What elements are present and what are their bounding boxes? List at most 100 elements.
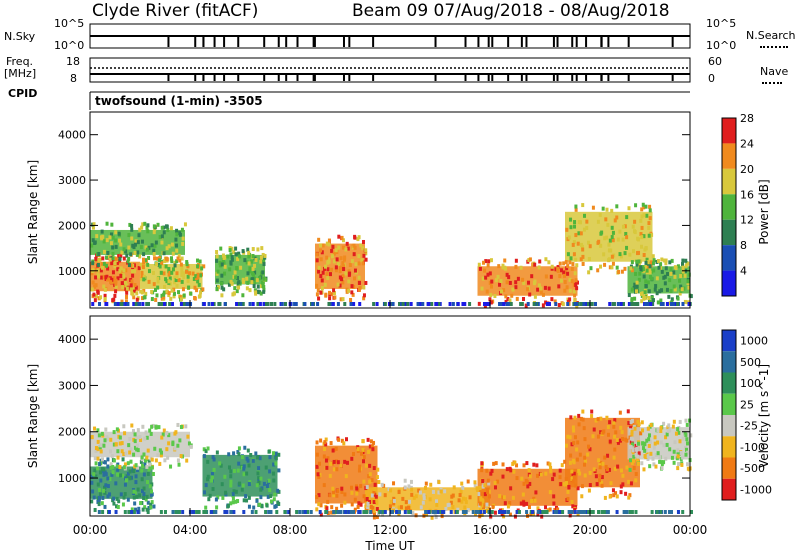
echo-cell (165, 224, 169, 229)
echo-cell (644, 265, 648, 270)
echo-cell (215, 258, 219, 263)
echo-cell (103, 297, 107, 302)
echo-cell (581, 409, 585, 414)
echo-cell (357, 510, 361, 514)
echo-cell (260, 280, 264, 285)
echo-cell (497, 264, 501, 269)
echo-cell (574, 257, 578, 262)
cpid-panel (89, 91, 690, 110)
echo-cell (547, 260, 551, 265)
echo-cell (266, 302, 270, 306)
echo-cell (481, 484, 485, 489)
echo-cell (143, 461, 147, 466)
echo-cell (418, 490, 422, 495)
echo-cell (145, 494, 149, 499)
colorbar-frame (721, 329, 737, 501)
echo-cell (629, 266, 633, 271)
echo-cell (142, 486, 146, 491)
x-tick-label: 00:00 (73, 523, 108, 537)
echo-cell (139, 459, 143, 464)
echo-cell (499, 279, 503, 284)
echo-cell (102, 275, 106, 280)
echo-cell (102, 443, 106, 448)
echo-cell (621, 473, 625, 478)
echo-cell (267, 478, 271, 483)
echo-cell (452, 485, 456, 490)
echo-cell (619, 425, 623, 430)
echo-cell (381, 510, 385, 514)
echo-cell (124, 299, 128, 304)
echo-cell (461, 302, 465, 306)
echo-cell (274, 456, 278, 461)
echo-cell (687, 467, 691, 472)
echo-cell (178, 232, 182, 237)
echo-cell (137, 506, 141, 511)
echo-cell (344, 247, 348, 252)
echo-cell (480, 498, 484, 503)
echo-cell (591, 205, 595, 210)
echo-cell (648, 208, 652, 213)
echo-cell (153, 243, 157, 248)
echo-cell (349, 510, 353, 514)
echo-cell (526, 484, 530, 489)
power-colorbar-label: Power [dB] (757, 179, 771, 244)
echo-cell (93, 240, 97, 245)
echo-cell (122, 451, 126, 456)
echo-cell (567, 484, 571, 489)
echo-cell (642, 441, 646, 446)
echo-cell (352, 302, 356, 306)
echo-cell (372, 500, 376, 505)
colorbar-tick-label: 20 (740, 163, 754, 176)
echo-cell (684, 263, 688, 268)
echo-cell (645, 213, 649, 218)
echo-cell (585, 225, 589, 230)
echo-cell (133, 269, 137, 274)
echo-cell (636, 461, 640, 466)
echo-cell (621, 437, 625, 442)
echo-cell (332, 288, 336, 293)
echo-cell (330, 505, 334, 510)
echo-cell (212, 457, 216, 462)
echo-cell (152, 252, 156, 257)
echo-cell (424, 510, 428, 514)
echo-cell (319, 290, 323, 295)
echo-cell (152, 504, 156, 509)
echo-cell (597, 458, 601, 463)
echo-cell (364, 504, 368, 509)
echo-cell (169, 256, 173, 261)
echo-cell (142, 252, 146, 257)
echo-cell (649, 439, 653, 444)
colorbar-segment (722, 457, 736, 479)
echo-cell (294, 302, 298, 306)
echo-cell (542, 510, 546, 514)
echo-cell (118, 302, 122, 306)
echo-cell (604, 217, 608, 222)
echo-cell (591, 510, 595, 514)
echo-cell (364, 248, 368, 253)
echo-cell (647, 226, 651, 231)
echo-cell (347, 288, 351, 293)
echo-cell (414, 513, 418, 518)
echo-cell (573, 298, 577, 303)
echo-cell (642, 467, 646, 472)
echo-cell (309, 510, 313, 514)
echo-cell (515, 463, 519, 468)
echo-cell (610, 235, 614, 240)
echo-cell (192, 276, 196, 281)
echo-cell (241, 279, 245, 284)
echo-cell (142, 277, 146, 282)
echo-cell (662, 421, 666, 426)
echo-cell (110, 222, 114, 227)
echo-cell (461, 510, 465, 514)
echo-cell (604, 464, 608, 469)
echo-cell (571, 458, 575, 463)
echo-cell (640, 235, 644, 240)
echo-cell (147, 467, 151, 472)
echo-cell (168, 276, 172, 281)
echo-cell (686, 441, 690, 446)
echo-cell (157, 256, 161, 261)
echo-cell (328, 290, 332, 295)
echo-cell (128, 222, 132, 227)
echo-cell (234, 275, 238, 280)
